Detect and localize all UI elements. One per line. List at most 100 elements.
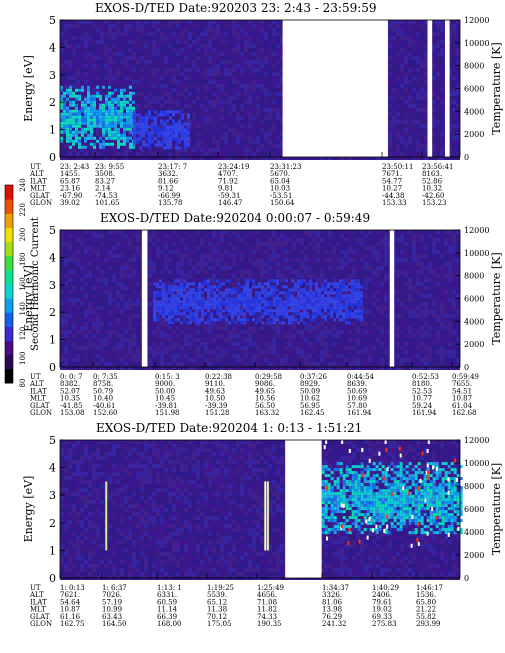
spectrogram-cell	[60, 350, 64, 354]
spectrogram-cell	[260, 136, 264, 140]
spectrogram-cell	[184, 100, 188, 104]
enhancement-cell	[99, 113, 102, 116]
spectrogram-cell	[176, 32, 180, 36]
row-value: 150.64	[270, 199, 295, 207]
enhancement-cell	[157, 140, 160, 143]
y2-tick-label: 12000	[464, 16, 489, 25]
spectrogram-cell	[80, 20, 84, 24]
spectrogram-cell	[144, 108, 148, 112]
spectrogram-cell	[128, 60, 132, 64]
spectrogram-cell	[68, 246, 72, 250]
spectrogram-cell	[72, 40, 76, 44]
spectrogram-cell	[124, 28, 128, 32]
spectrogram-cell	[456, 20, 460, 24]
spectrogram-cell	[256, 32, 260, 36]
enhancement-cell	[69, 110, 72, 113]
spectrogram-cell	[128, 358, 132, 362]
spectrogram-cell	[256, 52, 260, 56]
enhancement-cell	[111, 131, 114, 134]
spectrogram-cell	[136, 326, 140, 330]
spectrogram-cell	[84, 262, 88, 266]
enhancement-cell	[114, 101, 117, 104]
enhancement-cell	[129, 122, 132, 125]
spectrogram-cell	[388, 76, 392, 80]
spectrogram-cell	[440, 120, 444, 124]
spectrogram-cell	[68, 330, 72, 334]
spectrogram-cell	[132, 80, 136, 84]
spectrogram-cell	[412, 112, 416, 116]
spectrogram-cell	[400, 64, 404, 68]
spectrogram-cell	[240, 136, 244, 140]
spectrogram-cell	[228, 52, 232, 56]
spectrogram-cell	[140, 68, 144, 72]
spectrogram-cell	[80, 298, 84, 302]
spectrogram-cell	[152, 24, 156, 28]
spectrogram-cell	[276, 28, 280, 32]
spectrogram-cell	[204, 128, 208, 132]
spectrogram-cell	[132, 242, 136, 246]
spectrogram-cell	[272, 40, 276, 44]
spectrogram-cell	[136, 310, 140, 314]
spectrogram-cell	[240, 60, 244, 64]
spectrogram-cell	[84, 350, 88, 354]
spectrogram-cell	[396, 128, 400, 132]
spectrogram-cell	[388, 124, 392, 128]
spectrogram-cell	[76, 270, 80, 274]
spectrogram-cell	[152, 286, 156, 290]
enhancement-cell	[111, 119, 114, 122]
spectrogram-cell	[412, 72, 416, 76]
spectrogram-cell	[84, 342, 88, 346]
spectrogram-cell	[440, 96, 444, 100]
spectrogram-cell	[236, 92, 240, 96]
spectrogram-cell	[60, 32, 64, 36]
spectrogram-cell	[68, 64, 72, 68]
enhancement-cell	[129, 92, 132, 95]
spectrogram-cell	[132, 40, 136, 44]
spectrogram-cell	[100, 238, 104, 242]
spectrogram-cell	[416, 100, 420, 104]
enhancement-cell	[60, 131, 63, 134]
spectrogram-cell	[192, 120, 196, 124]
spectrogram-cell	[396, 72, 400, 76]
spectrogram-cell	[192, 52, 196, 56]
spectrogram-cell	[228, 136, 232, 140]
spectrogram-cell	[248, 132, 252, 136]
spectrogram-cell	[152, 28, 156, 32]
enhancement-cell	[136, 128, 139, 131]
spectrogram-cell	[88, 306, 92, 310]
spectrogram-cell	[168, 72, 172, 76]
enhancement-cell	[108, 116, 111, 119]
spectrogram-cell	[116, 24, 120, 28]
spectrogram-cell	[64, 56, 68, 60]
spectrogram-cell	[132, 350, 136, 354]
spectrogram-cell	[224, 72, 228, 76]
spectrogram-cell	[416, 108, 420, 112]
spectrogram-cell	[116, 238, 120, 242]
spectrogram-cell	[92, 80, 96, 84]
spectrogram-cell	[404, 36, 408, 40]
enhancement-cell	[81, 122, 84, 125]
enhancement-cell	[169, 137, 172, 140]
spectrogram-cell	[244, 72, 248, 76]
enhancement-cell	[69, 119, 72, 122]
spectrogram-cell	[140, 60, 144, 64]
spectrogram-cell	[124, 290, 128, 294]
spectrogram-cell	[180, 44, 184, 48]
enhancement-cell	[148, 125, 151, 128]
spectrogram-cell	[412, 40, 416, 44]
enhancement-cell	[160, 128, 163, 131]
enhancement-cell	[187, 140, 190, 143]
spectrogram-cell	[72, 76, 76, 80]
spectrogram-cell	[120, 314, 124, 318]
spectrogram-cell	[264, 148, 268, 152]
spectrogram-cell	[452, 28, 456, 32]
spectrogram-cell	[400, 68, 404, 72]
enhancement-cell	[178, 125, 181, 128]
spectrogram-cell	[80, 64, 84, 68]
spectrogram-cell	[264, 100, 268, 104]
spectrogram-cell	[216, 48, 220, 52]
spectrogram-cell	[264, 36, 268, 40]
spectrogram-cell	[92, 314, 96, 318]
spectrogram-cell	[224, 80, 228, 84]
spectrogram-cell	[268, 136, 272, 140]
